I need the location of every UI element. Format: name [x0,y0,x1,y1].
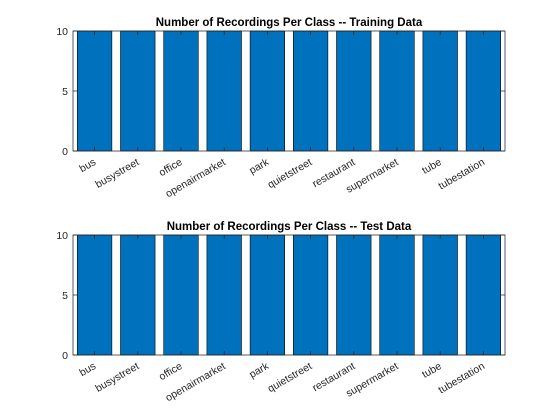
bar-park [249,234,285,356]
bar-openairmarket [206,234,242,356]
bar-tube [422,234,458,356]
y-tick-label: 5 [62,290,68,302]
chart-title: Number of Recordings Per Class -- Traini… [156,17,423,29]
y-tick-label: 10 [56,26,68,38]
bar-office [163,30,199,152]
bar-restaurant [336,30,372,152]
bar-supermarket [379,30,415,152]
y-tick-label: 0 [62,146,68,158]
bar-tubestation [465,234,501,356]
training-chart: Number of Recordings Per Class -- Traini… [56,17,506,200]
bar-bus [77,234,113,356]
bar-busystreet [120,234,156,356]
y-tick-label: 5 [62,86,68,98]
bar-tube [422,30,458,152]
y-tick-label: 10 [56,230,68,242]
bar-bus [77,30,113,152]
bar-office [163,234,199,356]
bar-restaurant [336,234,372,356]
bar-quietstreet [293,234,329,356]
chart-title: Number of Recordings Per Class -- Test D… [167,221,412,233]
bar-openairmarket [206,30,242,152]
bar-quietstreet [293,30,329,152]
bar-busystreet [120,30,156,152]
bar-supermarket [379,234,415,356]
bar-park [249,30,285,152]
bar-tubestation [465,30,501,152]
y-tick-label: 0 [62,350,68,362]
